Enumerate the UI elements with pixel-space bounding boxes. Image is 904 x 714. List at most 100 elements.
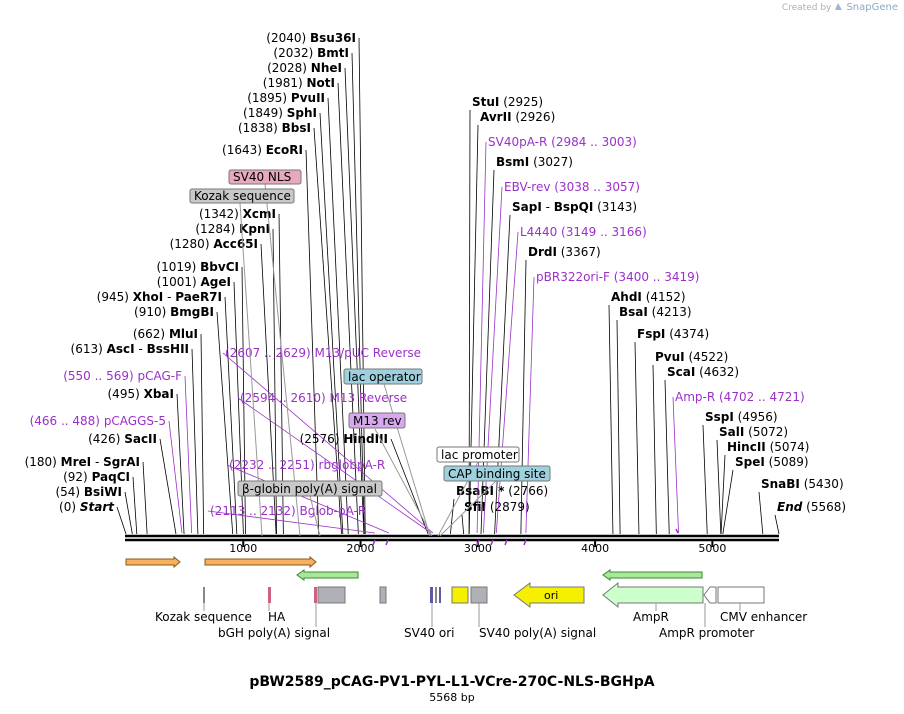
primer-label-bglob-pa-r: (2113 .. 2132) Bglob-pA-R	[210, 504, 366, 518]
enzyme-label-bsabi: BsaBI * (2766)	[456, 484, 548, 498]
enzyme-label-nhei: (2028) NheI	[267, 61, 342, 75]
enzyme-line-bsabi	[449, 498, 455, 535]
m13-rev-label: M13 rev	[353, 414, 402, 428]
primer-label-sv40pa-r: SV40pA-R (2984 .. 3003)	[488, 135, 637, 149]
sv40-nls-label: SV40 NLS	[233, 170, 291, 184]
enzyme-label-noti: (1981) NotI	[263, 76, 335, 90]
primer-label-pcag-f: (550 .. 569) pCAG-F	[63, 369, 182, 383]
enzyme-label-sacii: (426) SacII	[88, 432, 157, 446]
sv40-polya-glyph	[470, 586, 488, 604]
enzyme-line-sfii	[461, 514, 465, 535]
ori-label: ori	[544, 589, 558, 602]
cmv-enhancer-glyph	[717, 586, 765, 604]
enzyme-label-spei: SpeI (5089)	[735, 455, 809, 469]
bottom-leader-lines	[203, 603, 741, 627]
enzyme-label-ecori: (1643) EcoRI	[222, 143, 303, 157]
enzyme-line-bbsi	[313, 127, 342, 535]
enzyme-label-hincii: HincII (5074)	[727, 440, 809, 454]
enzyme-line-bsai	[616, 319, 621, 535]
snapgene-logo: SnapGene	[834, 2, 898, 13]
ruler-label-1000: 1000	[229, 542, 257, 555]
bottom-label-ampr: AmpR	[633, 610, 669, 624]
enzyme-line-xhoi	[224, 296, 238, 535]
enzyme-line-spei	[722, 469, 734, 535]
primer-labels: (550 .. 569) pCAG-F (466 .. 488) pCAGGS-5…	[30, 135, 805, 534]
primer-label-rbglobpa-r: (2232 .. 2251) rbglobpA-R	[229, 458, 385, 472]
enzyme-line-pvui	[652, 364, 657, 535]
enzyme-line-ahdi	[608, 304, 614, 535]
enzyme-label-bmti: (2032) BmtI	[273, 46, 349, 60]
enzyme-label-paqci: (92) PaqCI	[63, 470, 130, 484]
enzyme-line-snabi	[758, 491, 764, 535]
sv40-nls-tag	[228, 169, 302, 185]
enzyme-line-drdi	[520, 259, 527, 535]
feature-glyphs-row: ori	[203, 581, 765, 609]
enzyme-label-asci: (613) AscI - BssHII	[71, 342, 189, 356]
primer-line-pcaggs-5	[168, 420, 183, 534]
enzyme-label-xbai: (495) XbaI	[108, 387, 175, 401]
lac-operator-label: lac operator	[348, 370, 421, 384]
enzyme-label-kpni: (1284) KpnI	[195, 222, 270, 236]
enzyme-line-asci	[191, 348, 199, 535]
enzyme-line-fspi	[634, 341, 640, 535]
enzyme-label-sapi: SapI - BspQI (3143)	[512, 200, 637, 214]
enzyme-label-fspi: FspI (4374)	[637, 327, 709, 341]
enzyme-label-acc65i: (1280) Acc65I	[170, 237, 258, 251]
primer-label-pcaggs-5: (466 .. 488) pCAGGS-5	[30, 414, 166, 428]
lac-promoter-label: lac promoter	[441, 448, 518, 462]
enzyme-line-sphi	[319, 112, 344, 535]
enzyme-label-snabi: SnaBI (5430)	[761, 477, 844, 491]
bottom-label-sv40-ori: SV40 ori	[404, 626, 455, 640]
enzyme-label-sphi: (1849) SphI	[243, 106, 317, 120]
bottom-label-kozak: Kozak sequence	[155, 610, 252, 624]
primer-line-pcag-f	[184, 375, 193, 534]
enzyme-label-drdi: DrdI (3367)	[528, 245, 601, 259]
enzyme-label-bbsi: (1838) BbsI	[238, 121, 311, 135]
enzyme-line-ecori	[305, 149, 320, 535]
ruler-label-2000: 2000	[347, 542, 375, 555]
ruler-label-3000: 3000	[464, 542, 492, 555]
beta-globin-label: β-globin poly(A) signal	[242, 482, 377, 496]
primer-line-l4440	[495, 231, 519, 534]
enzyme-label-bsmi: BsmI (3027)	[496, 155, 573, 169]
primer-label-amp-r: Amp-R (4702 .. 4721)	[675, 390, 805, 404]
primer-line-pbr322ori-f	[525, 276, 535, 534]
enzyme-line-sspi	[702, 424, 708, 535]
cap-site-label: CAP binding site	[448, 467, 546, 481]
ori-arrow	[513, 582, 585, 608]
primer-line-rbglobpa-r	[226, 464, 390, 534]
bottom-label-bgh: bGH poly(A) signal	[218, 626, 330, 640]
kozak-tag	[189, 188, 295, 204]
credit-prefix: Created by	[781, 3, 832, 13]
bottom-feature-labels: Kozak sequence HA bGH poly(A) signal SV4…	[155, 610, 807, 640]
enzyme-line-nhei	[344, 67, 365, 535]
primer-label-m13-puc-reverse: (2607 .. 2629) M13/pUC Reverse	[225, 346, 421, 360]
enzyme-label-bsiwi: (54) BsiWI	[55, 485, 122, 499]
sv40-ori-glyph-1	[430, 587, 433, 603]
enzyme-line-xbai	[176, 393, 185, 535]
sv40-ori-glyph-2	[435, 587, 437, 603]
kozak-tag-label: Kozak sequence	[194, 189, 291, 203]
primer-line-m13-reverse	[237, 397, 432, 534]
plasmid-linear-map: 1000 2000 3000 4000 5000 (0) Start(54) BsiWI…	[25, 31, 847, 640]
orange-feature-1	[125, 555, 181, 569]
enzyme-label-ahdi: AhdI (4152)	[611, 290, 686, 304]
orange-feature-2	[204, 555, 317, 569]
primer-line-m13-puc-reverse	[222, 352, 434, 534]
enzyme-label-sfii: SfiI (2879)	[464, 500, 530, 514]
credit-brand: SnapGene	[846, 2, 898, 13]
ruler: 1000 2000 3000 4000 5000	[229, 540, 726, 555]
enzyme-line-sacii	[159, 438, 177, 535]
ruler-label-4000: 4000	[581, 542, 609, 555]
enzyme-label-bsai: BsaI (4213)	[619, 305, 692, 319]
enzyme-line-bsu36i	[358, 37, 366, 535]
yellow-glyph	[451, 586, 469, 604]
enzyme-label-hindiii: (2576) HindIII	[300, 432, 388, 446]
snapgene-logo-icon	[835, 3, 843, 10]
enzyme-label-bbvci: (1019) BbvCI	[156, 260, 239, 274]
enzyme-line-sali	[716, 439, 722, 535]
map-title: pBW2589_pCAG-PV1-PYL-L1-VCre-270C-NLS-BG…	[249, 674, 655, 690]
bgh-glyph-b	[317, 586, 346, 604]
m13-rev-tag	[348, 412, 406, 429]
ampr-arrow	[602, 581, 704, 609]
